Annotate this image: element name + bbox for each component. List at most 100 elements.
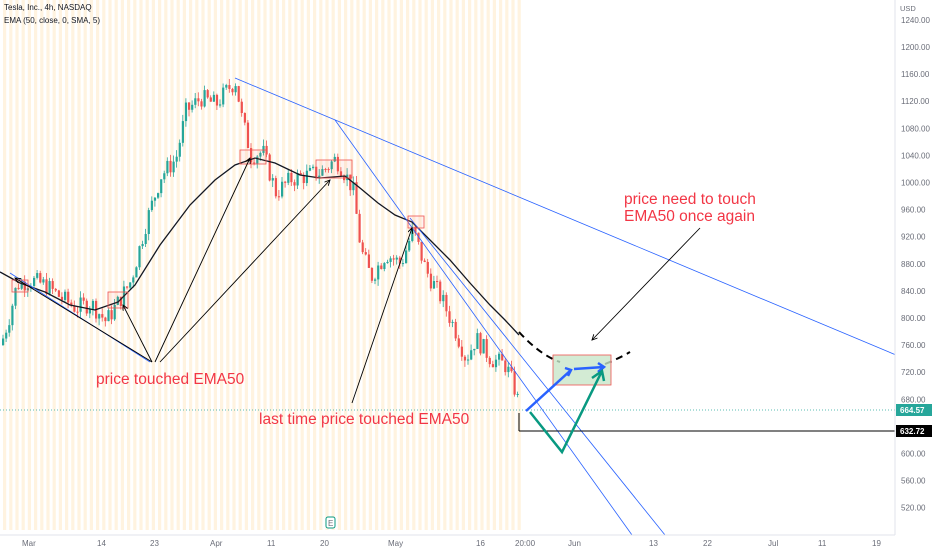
session-stripe [151, 0, 155, 530]
candle-body [432, 281, 436, 289]
session-stripe [52, 0, 56, 530]
candle-body [222, 87, 225, 105]
candle-body [17, 287, 20, 289]
candle-body [23, 281, 26, 291]
candle-body [150, 200, 153, 211]
candle-body [290, 172, 293, 183]
candle-body [324, 168, 327, 170]
session-stripe [449, 0, 453, 530]
candle-body [178, 142, 181, 157]
candle-body [194, 98, 197, 105]
candle-body [454, 321, 457, 339]
time-tick-label: Jun [568, 539, 581, 548]
candle-body [451, 321, 454, 323]
candle-body [166, 160, 169, 174]
ema50-line [0, 157, 520, 336]
annotation-need-touch-2: EMA50 once again [624, 208, 755, 225]
candle-body [48, 281, 51, 294]
last-price-tag [896, 404, 932, 416]
time-tick-label: 20 [320, 539, 329, 548]
session-stripe [362, 0, 366, 530]
candle-body [88, 308, 91, 314]
session-stripe [399, 0, 403, 530]
candle-body [287, 172, 290, 183]
candle-body [333, 156, 336, 162]
session-stripe [344, 0, 348, 530]
candle-body [256, 156, 259, 164]
session-stripe [263, 0, 267, 530]
symbol-legend[interactable]: Tesla, Inc., 4h, NASDAQ [4, 3, 92, 12]
annotation-price-touched: price touched EMA50 [96, 371, 245, 388]
candle-body [386, 261, 389, 264]
session-stripe [294, 0, 298, 530]
need-touch-arrow [592, 227, 701, 340]
upper-trendline [234, 77, 897, 356]
session-stripe [300, 0, 304, 530]
candle-body [147, 210, 150, 235]
candle-body [91, 300, 95, 309]
candle-body [293, 182, 296, 186]
candle-body [181, 121, 184, 143]
candle-body [8, 325, 11, 333]
session-stripe [40, 0, 44, 530]
time-tick-label: 13 [649, 539, 658, 548]
candle-body [129, 282, 132, 288]
earnings-marker-label: E [328, 519, 333, 528]
candle-body [144, 234, 147, 245]
session-stripe [418, 0, 422, 530]
candle-body [501, 353, 504, 361]
time-tick-label: 22 [703, 539, 712, 548]
candle-body [284, 181, 287, 183]
candle-body [225, 85, 228, 88]
candle-body [132, 277, 135, 283]
indicator-legend[interactable]: EMA (50, close, 0, SMA, 5) [4, 16, 101, 25]
time-tick-label: Apr [210, 539, 223, 548]
candle-body [51, 281, 54, 289]
candle-body [231, 88, 234, 93]
session-stripe [176, 0, 180, 530]
candle-body [305, 170, 308, 184]
blue-arrow-2 [573, 365, 605, 371]
session-stripe [3, 0, 7, 530]
candle-body [361, 242, 364, 253]
time-tick-label: 20:00 [515, 539, 536, 548]
session-stripe [474, 0, 478, 530]
candle-body [377, 265, 380, 280]
candle-body [45, 279, 48, 294]
session-stripe [412, 0, 416, 530]
candle-body [119, 296, 122, 306]
session-stripe [89, 0, 93, 530]
session-stripe [486, 0, 490, 530]
touch-arrow [154, 158, 250, 363]
last-price-tag-label: 664.57 [900, 406, 925, 415]
session-stripe [213, 0, 217, 530]
time-axis: Mar 14 23 Apr 11 20 May 16 20:00 Jun 13 22 Jul 11 19 E [0, 516, 932, 550]
level-tag [896, 425, 932, 437]
candle-body [60, 296, 64, 300]
session-stripes [3, 0, 521, 530]
candle-body [395, 257, 398, 260]
candle-body [160, 179, 163, 194]
candle-body [510, 366, 513, 372]
annotation-last-time: last time price touched EMA50 [259, 411, 470, 428]
candle-body [79, 297, 82, 312]
candle-body [85, 300, 88, 314]
green-path [529, 370, 604, 455]
ema-projection-left [518, 331, 561, 363]
time-tick-label: 19 [872, 539, 881, 548]
candle-body [262, 145, 265, 153]
candle-body [321, 168, 324, 176]
candle-body [470, 350, 473, 360]
candle-body [169, 160, 172, 173]
last-time-arrow [351, 228, 412, 404]
candle-body [42, 279, 45, 283]
session-stripe [350, 0, 354, 530]
price-tick-label: 720.00 [901, 368, 926, 377]
candle-body [429, 273, 432, 289]
touch-box [107, 291, 129, 309]
candle-body [494, 359, 498, 368]
price-tick-label: 840.00 [901, 287, 926, 296]
candle-body [240, 101, 243, 114]
session-stripe [195, 0, 199, 530]
